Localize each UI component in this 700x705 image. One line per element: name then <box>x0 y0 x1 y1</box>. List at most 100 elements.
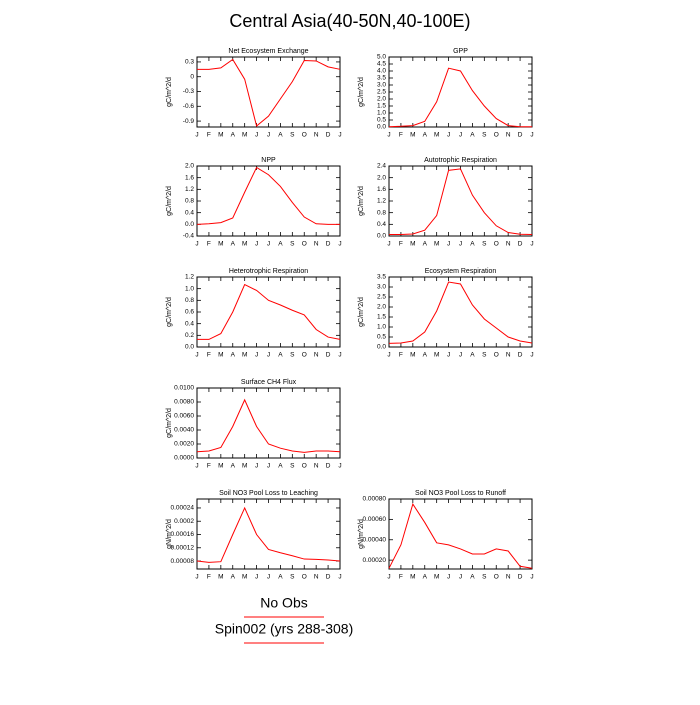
y-tick-label: 0.4 <box>185 320 194 327</box>
x-tick-label: M <box>434 132 439 139</box>
plot-frame <box>196 276 341 348</box>
x-tick-label: J <box>338 241 341 248</box>
x-tick-label: J <box>255 132 258 139</box>
x-tick-label: M <box>242 574 247 581</box>
x-tick-label: A <box>278 574 283 581</box>
x-tick-label: N <box>506 132 511 139</box>
x-tick-label: O <box>494 132 499 139</box>
x-tick-label: M <box>218 241 223 248</box>
y-tick-label: 0.5 <box>377 117 386 124</box>
x-tick-label: J <box>447 352 450 359</box>
x-tick-label: J <box>195 132 198 139</box>
x-tick-label: J <box>530 241 533 248</box>
x-tick-label: S <box>290 574 295 581</box>
x-tick-label: S <box>290 463 295 470</box>
y-tick-label: 0.8 <box>377 209 386 216</box>
x-tick-label: A <box>470 352 475 359</box>
plot-frame <box>388 165 533 237</box>
x-tick-label: M <box>242 463 247 470</box>
x-tick-label: M <box>242 132 247 139</box>
y-axis-label: gC/m^2/d <box>166 77 173 107</box>
x-tick-label: J <box>338 352 341 359</box>
x-tick-label: S <box>482 132 487 139</box>
panel: Ecosystem Respiration gC/m^2/d 0.0 0.5 1.0 1.… <box>358 268 534 359</box>
x-tick-label: O <box>494 352 499 359</box>
panel: Surface CH4 Flux gC/m^2/d 0.0000 0.0020 0.00… <box>166 379 342 470</box>
x-tick-label: J <box>447 241 450 248</box>
y-tick-label: 0.6 <box>185 309 194 316</box>
y-tick-label: 2.5 <box>377 294 386 301</box>
x-tick-label: N <box>314 574 319 581</box>
x-tick-label: J <box>267 574 270 581</box>
y-tick-label: 4.0 <box>377 68 386 75</box>
data-line <box>388 281 533 344</box>
x-tick-label: S <box>482 241 487 248</box>
y-tick-label: 3.5 <box>377 274 386 281</box>
y-tick-label: 2.5 <box>377 89 386 96</box>
data-line <box>197 283 341 340</box>
y-axis-label: gC/m^2/d <box>166 186 173 216</box>
x-tick-label: D <box>326 352 331 359</box>
plot-frame <box>388 56 533 128</box>
y-tick-label: 0.0 <box>377 344 386 351</box>
x-tick-label: N <box>506 574 511 581</box>
x-tick-label: N <box>506 241 511 248</box>
y-tick-label: 2.0 <box>377 304 386 311</box>
plot-frame <box>196 165 341 237</box>
x-tick-label: A <box>470 241 475 248</box>
y-tick-label: 0 <box>190 73 194 80</box>
x-tick-label: N <box>314 352 319 359</box>
y-axis-label: gC/m^2/d <box>166 297 173 327</box>
x-tick-label: J <box>195 241 198 248</box>
x-tick-label: A <box>470 132 475 139</box>
plot-frame <box>196 56 341 128</box>
y-axis-label: gN/m^2/d <box>358 519 365 549</box>
x-tick-label: J <box>530 574 533 581</box>
legend-label: Spin002 (yrs 288-308) <box>215 621 354 637</box>
x-tick-label: O <box>494 241 499 248</box>
x-tick-label: F <box>207 241 211 248</box>
panel-title: Soil NO3 Pool Loss to Leaching <box>219 490 318 497</box>
y-tick-label: 2.0 <box>377 174 386 181</box>
panel: Soil NO3 Pool Loss to Runoff gN/m^2/d 0.00… <box>358 490 534 581</box>
x-tick-label: F <box>399 352 403 359</box>
data-line <box>196 506 341 563</box>
y-tick-label: 0.00008 <box>171 558 195 565</box>
y-axis-label: gC/m^2/d <box>166 408 173 438</box>
panel-title: NPP <box>261 157 276 164</box>
x-tick-label: J <box>459 574 462 581</box>
x-tick-label: J <box>459 132 462 139</box>
x-tick-label: O <box>494 574 499 581</box>
x-tick-label: A <box>231 241 236 248</box>
plot-frame <box>196 498 341 570</box>
y-tick-label: 0.0002 <box>174 518 194 525</box>
x-tick-label: J <box>255 574 258 581</box>
y-tick-label: 2.0 <box>185 163 194 170</box>
y-tick-label: -0.9 <box>183 118 195 125</box>
x-tick-label: J <box>447 132 450 139</box>
y-tick-label: -0.4 <box>183 233 195 240</box>
y-tick-label: 0.00020 <box>363 557 387 564</box>
panel: Net Ecosystem Exchange gC/m^2/d 0.3 0 -0.3 -0… <box>166 48 342 139</box>
y-tick-label: 0.0080 <box>174 399 194 406</box>
x-tick-label: M <box>218 574 223 581</box>
panel-title: Net Ecosystem Exchange <box>228 48 308 55</box>
x-tick-label: J <box>195 574 198 581</box>
x-tick-label: J <box>338 463 341 470</box>
y-tick-label: 1.0 <box>185 285 194 292</box>
y-tick-label: 1.0 <box>377 324 386 331</box>
y-tick-label: 0.0 <box>185 221 194 228</box>
panel-title: Ecosystem Respiration <box>425 268 497 275</box>
y-tick-label: 1.6 <box>185 174 194 181</box>
y-tick-label: 5.0 <box>377 54 386 61</box>
panel-title: Soil NO3 Pool Loss to Runoff <box>415 490 506 497</box>
x-tick-label: S <box>290 352 295 359</box>
y-tick-label: 2.4 <box>377 163 386 170</box>
x-tick-label: J <box>338 132 341 139</box>
x-tick-label: M <box>242 241 247 248</box>
y-tick-label: 0.00016 <box>171 531 195 538</box>
x-tick-label: M <box>218 132 223 139</box>
x-tick-label: F <box>207 574 211 581</box>
x-tick-label: J <box>267 463 270 470</box>
